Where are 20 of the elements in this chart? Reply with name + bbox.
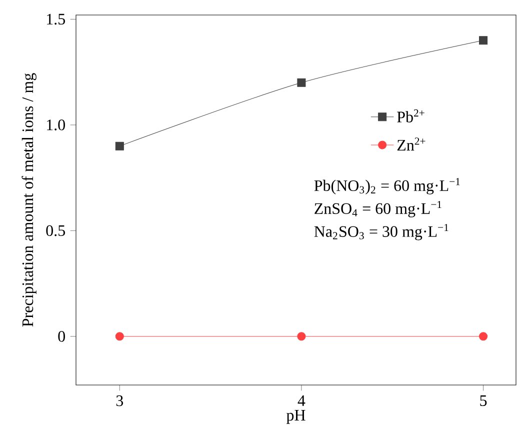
annotation: Pb(NO$_{3}$)$_{2}$ = 60 mg·L$^{−1}$: [314, 178, 460, 194]
legend-label: Pb$^{2+}$: [397, 109, 424, 122]
y-tick-label: 0.5: [46, 225, 65, 236]
point: [115, 332, 124, 341]
x-tick-label: 3: [116, 395, 124, 406]
point: [297, 332, 306, 341]
x-tick-label: 5: [480, 395, 487, 406]
y-tick-label: 1.0: [47, 120, 65, 130]
point: [297, 78, 306, 87]
point: [479, 36, 488, 45]
y-axis-title: Precipitation amount of metal ions / mg: [22, 73, 36, 327]
y-tick-label: 1.5: [47, 14, 65, 25]
x-axis-title: pH: [286, 410, 306, 424]
point: [115, 142, 124, 150]
annotation: ZnSO$_{4}$ = 60 mg·L$^{−1}$: [314, 201, 442, 218]
x-tick-label: 4: [298, 395, 306, 406]
legend-label: Zn$^{2+}$: [397, 138, 426, 150]
annotation: Na$_{2}$SO$_{3}$ = 30 mg·L$^{−1}$: [314, 224, 448, 240]
point: [479, 332, 488, 341]
y-tick-label: 0: [58, 330, 65, 342]
